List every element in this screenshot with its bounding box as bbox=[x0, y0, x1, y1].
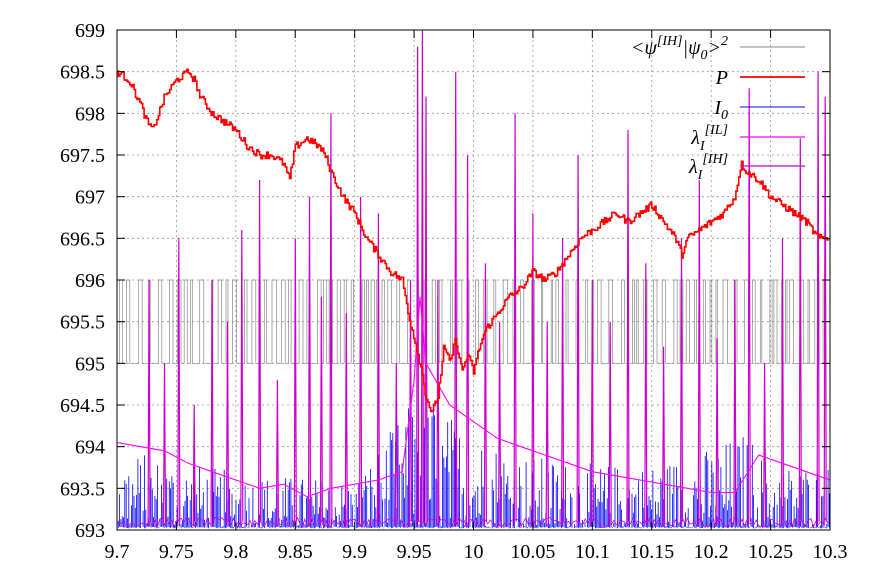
series-lambda-ih-spike bbox=[644, 263, 648, 526]
series-lambda-ih-spike bbox=[823, 96, 827, 526]
series-lambda-il-line bbox=[117, 296, 830, 498]
legend-entry: λI[IL] bbox=[690, 123, 805, 154]
series-lambda-ih-spike bbox=[258, 179, 262, 526]
series-lambda-ih-spike bbox=[608, 321, 612, 526]
series-lambda-ih-spike bbox=[798, 138, 802, 526]
y-tick-label: 696 bbox=[75, 270, 105, 292]
series-lambda-ih-spike bbox=[545, 321, 549, 526]
x-tick-label: 10.3 bbox=[813, 541, 848, 563]
series-lambda-ih-spike bbox=[177, 238, 181, 526]
series-lambda-ih-spike bbox=[662, 346, 666, 526]
series-lambda-ih-spike bbox=[293, 238, 297, 526]
y-tick-label: 697 bbox=[75, 187, 105, 209]
x-tick-label: 10.05 bbox=[510, 541, 555, 563]
series-lambda-ih-spike bbox=[376, 213, 380, 526]
legend-entry: <ψ[IH]|ψ0>2 bbox=[631, 34, 805, 63]
series-lambda-ih-spike bbox=[210, 279, 214, 526]
series-lambda-ih-spike bbox=[420, 30, 424, 526]
series-lambda-ih-spike bbox=[561, 238, 565, 526]
series-lambda-ih-spike bbox=[307, 196, 312, 526]
y-tick-label: 695.5 bbox=[60, 312, 105, 334]
y-tick-label: 694 bbox=[75, 437, 105, 459]
series-lambda-ih-spike bbox=[747, 88, 751, 526]
series-lambda-ih-spike bbox=[576, 154, 580, 526]
legend-entry: P bbox=[715, 67, 805, 89]
series-lambda-ih-spike bbox=[466, 154, 470, 526]
y-tick-label: 698.5 bbox=[60, 62, 105, 84]
x-tick-label: 10.1 bbox=[575, 541, 610, 563]
legend-entry: λI[IH] bbox=[688, 152, 805, 183]
series-lambda-ih-spike bbox=[275, 379, 279, 526]
legend-label: λI[IH] bbox=[688, 152, 728, 183]
series-lambda-ih-baseline bbox=[117, 516, 828, 529]
grid bbox=[117, 30, 830, 530]
x-tick-label: 9.8 bbox=[223, 541, 248, 563]
series-p-line bbox=[117, 68, 830, 413]
y-tick-label: 697.5 bbox=[60, 145, 105, 167]
legend-label: I0 bbox=[713, 97, 728, 123]
series-lambda-ih-spike bbox=[408, 279, 413, 526]
series-lambda-ih-spike bbox=[816, 71, 820, 526]
y-tick-labels: 693 693.5 694 694.5 695 695.5 696 696.5 697 697.5… bbox=[60, 20, 105, 542]
series-lambda-ih-spike bbox=[715, 338, 719, 526]
series-lambda-ih-spike bbox=[424, 96, 428, 526]
series-lambda-ih-spike bbox=[763, 363, 767, 526]
x-tick-label: 10.2 bbox=[694, 541, 729, 563]
series-lambda-ih-spike bbox=[780, 238, 785, 526]
series-lambda-ih-spike bbox=[416, 46, 420, 526]
x-tick-label: 10.15 bbox=[629, 541, 674, 563]
x-tick-label: 10.25 bbox=[748, 541, 793, 563]
y-tick-label: 695 bbox=[75, 353, 105, 375]
y-tick-label: 694.5 bbox=[60, 395, 105, 417]
x-tick-labels: 9.7 9.75 9.8 9.85 9.9 9.95 10 10.05 10.1 10.15 10.… bbox=[105, 541, 848, 563]
legend-label: P bbox=[715, 67, 728, 89]
series-lambda-ih-spike bbox=[513, 113, 517, 526]
series-lambda-ih-spike bbox=[679, 238, 684, 526]
x-tick-label: 9.9 bbox=[342, 541, 367, 563]
x-tick-label: 9.95 bbox=[397, 541, 432, 563]
plot-area bbox=[117, 30, 830, 529]
x-tick-label: 9.7 bbox=[105, 541, 130, 563]
series-lambda-ih-spike bbox=[590, 279, 594, 526]
series-lambda-ih-spike bbox=[626, 129, 630, 526]
y-tick-label: 696.5 bbox=[60, 228, 105, 250]
series-lambda-ih-spike bbox=[436, 279, 440, 526]
series-lambda-ih-spike bbox=[319, 296, 323, 526]
x-tick-label: 10 bbox=[464, 541, 484, 563]
y-tick-label: 699 bbox=[75, 20, 105, 42]
series-lambda-ih-spike bbox=[454, 71, 458, 526]
legend-label: <ψ[IH]|ψ0>2 bbox=[631, 34, 728, 63]
series-lambda-ih-spike bbox=[498, 321, 502, 526]
y-tick-label: 693 bbox=[75, 520, 105, 542]
series-lambda-ih-spike bbox=[162, 363, 167, 526]
series-lambda-ih-spike bbox=[344, 313, 348, 526]
series-lambda-ih-spike bbox=[359, 196, 363, 526]
series-lambda-ih-spike bbox=[225, 321, 230, 526]
legend-label: λI[IL] bbox=[690, 123, 728, 154]
series-lambda-ih-spike bbox=[531, 213, 535, 526]
series-lambda-ih-spike bbox=[147, 279, 151, 526]
x-tick-label: 9.85 bbox=[278, 541, 313, 563]
series-lambda-ih-spike bbox=[483, 263, 487, 526]
series-group bbox=[117, 30, 830, 529]
x-tick-label: 9.75 bbox=[159, 541, 194, 563]
series-lambda-ih-spike bbox=[240, 229, 244, 526]
legend-entry: I0 bbox=[713, 97, 805, 123]
tick-marks bbox=[116, 29, 831, 531]
y-tick-label: 698 bbox=[75, 103, 105, 125]
y-tick-label: 693.5 bbox=[60, 478, 105, 500]
series-lambda-ih-spike bbox=[733, 279, 737, 526]
series-lambda-ih-spike bbox=[192, 404, 196, 526]
series-lambda-ih-spike bbox=[697, 179, 701, 526]
series-lambda-ih-spike bbox=[394, 363, 398, 526]
series-lambda-ih-spike bbox=[329, 113, 333, 526]
